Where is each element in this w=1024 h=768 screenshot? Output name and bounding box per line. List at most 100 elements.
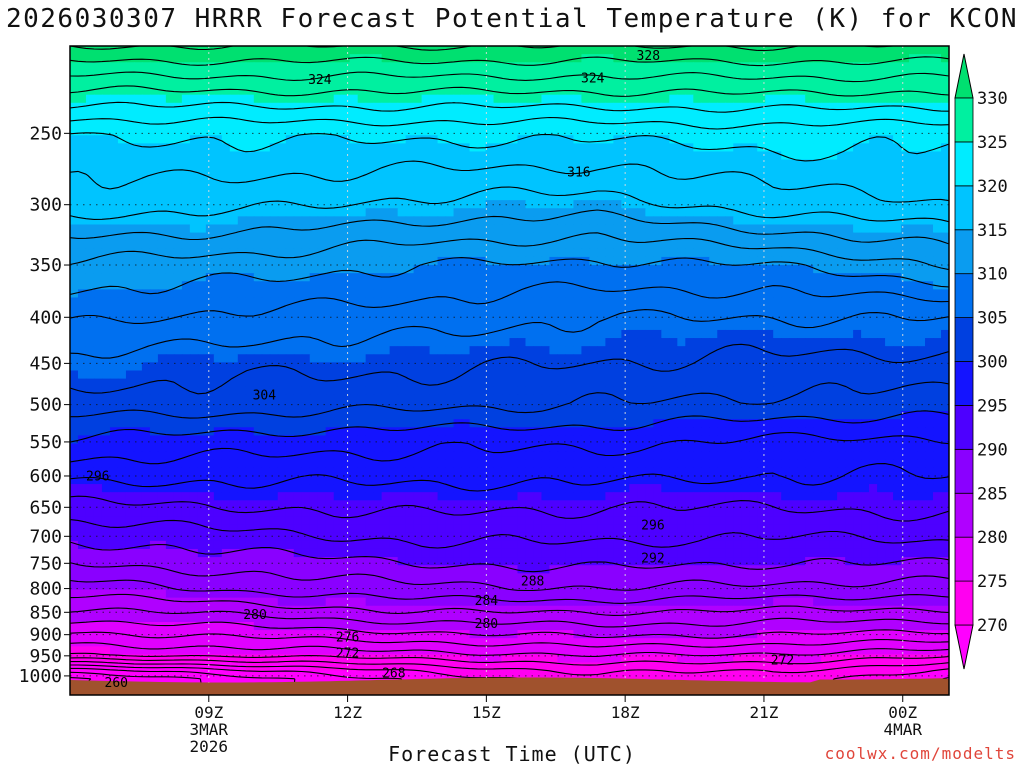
fill-cell <box>597 346 606 355</box>
fill-cell <box>445 362 455 372</box>
fill-cell <box>85 46 95 55</box>
fill-cell <box>477 370 487 380</box>
fill-cell <box>165 94 175 104</box>
fill-cell <box>509 208 519 217</box>
fill-cell <box>509 175 519 185</box>
fill-cell <box>141 386 151 396</box>
fill-cell <box>861 378 870 388</box>
fill-cell <box>373 159 383 169</box>
fill-cell <box>509 94 519 104</box>
fill-cell <box>829 192 838 201</box>
fill-cell <box>189 338 199 347</box>
fill-cell <box>421 329 431 339</box>
fill-cell <box>269 273 279 282</box>
fill-cell <box>941 394 949 404</box>
fill-cell <box>773 70 782 80</box>
fill-cell <box>149 192 159 201</box>
fill-cell <box>525 94 535 104</box>
fill-cell <box>789 354 798 363</box>
fill-cell <box>77 394 87 404</box>
fill-cell <box>269 127 279 136</box>
fill-cell <box>669 200 678 209</box>
fill-cell <box>429 338 439 347</box>
fill-cell <box>613 394 622 404</box>
fill-cell <box>213 394 223 404</box>
fill-cell <box>741 110 750 120</box>
fill-cell <box>245 411 255 420</box>
fill-cell <box>301 305 311 315</box>
fill-cell <box>549 70 559 80</box>
fill-cell <box>701 362 710 372</box>
fill-cell <box>805 94 814 104</box>
fill-cell <box>213 248 223 258</box>
fill-cell <box>493 167 503 177</box>
fill-cell <box>445 46 455 55</box>
fill-cell <box>477 62 487 71</box>
fill-cell <box>509 159 519 169</box>
fill-cell <box>797 281 806 290</box>
fill-cell <box>621 256 630 266</box>
fill-cell <box>173 62 183 71</box>
fill-cell <box>685 175 694 185</box>
fill-cell <box>917 135 926 144</box>
fill-cell <box>789 86 798 96</box>
fill-cell <box>157 240 167 250</box>
fill-cell <box>645 265 654 274</box>
fill-cell <box>245 313 255 323</box>
fill-cell <box>629 321 638 331</box>
fill-cell <box>837 402 846 412</box>
fill-cell <box>885 119 894 128</box>
fill-cell <box>541 208 551 217</box>
fill-cell <box>693 289 702 299</box>
fill-cell <box>429 143 439 153</box>
fill-cell <box>461 70 471 80</box>
fill-cell <box>109 135 119 144</box>
fill-cell <box>709 402 718 412</box>
fill-cell <box>253 386 263 396</box>
fill-cell <box>541 175 551 185</box>
fill-cell <box>661 265 670 274</box>
fill-cell <box>645 256 654 266</box>
fill-cell <box>437 273 447 282</box>
fill-cell <box>685 94 694 104</box>
fill-cell <box>517 78 527 88</box>
fill-cell <box>853 329 862 339</box>
fill-cell <box>325 159 335 169</box>
fill-cell <box>101 102 111 112</box>
fill-cell <box>293 143 303 153</box>
fill-cell <box>165 305 175 315</box>
fill-cell <box>733 370 742 380</box>
fill-cell <box>917 256 926 266</box>
fill-cell <box>765 386 774 396</box>
fill-cell <box>709 102 718 112</box>
fill-cell <box>805 54 814 63</box>
fill-cell <box>757 386 766 396</box>
fill-cell <box>661 110 670 120</box>
fill-cell <box>781 256 790 266</box>
fill-cell <box>365 362 375 372</box>
fill-cell <box>613 102 622 112</box>
fill-cell <box>533 78 543 88</box>
fill-cell <box>485 192 495 201</box>
fill-cell <box>621 362 630 372</box>
fill-cell <box>597 102 606 112</box>
fill-cell <box>85 354 95 363</box>
fill-cell <box>901 354 910 363</box>
fill-cell <box>605 62 614 71</box>
fill-cell <box>173 159 183 169</box>
fill-cell <box>733 273 742 282</box>
fill-cell <box>853 102 862 112</box>
fill-cell <box>237 183 247 193</box>
fill-cell <box>197 70 207 80</box>
fill-cell <box>149 208 159 217</box>
fill-cell <box>149 159 159 169</box>
fill-cell <box>325 297 335 307</box>
fill-cell <box>317 394 327 404</box>
fill-cell <box>549 256 559 266</box>
fill-cell <box>565 151 575 161</box>
fill-cell <box>493 224 503 234</box>
fill-cell <box>677 273 686 282</box>
fill-cell <box>421 362 431 372</box>
fill-cell <box>685 321 694 331</box>
fill-cell <box>477 402 487 412</box>
